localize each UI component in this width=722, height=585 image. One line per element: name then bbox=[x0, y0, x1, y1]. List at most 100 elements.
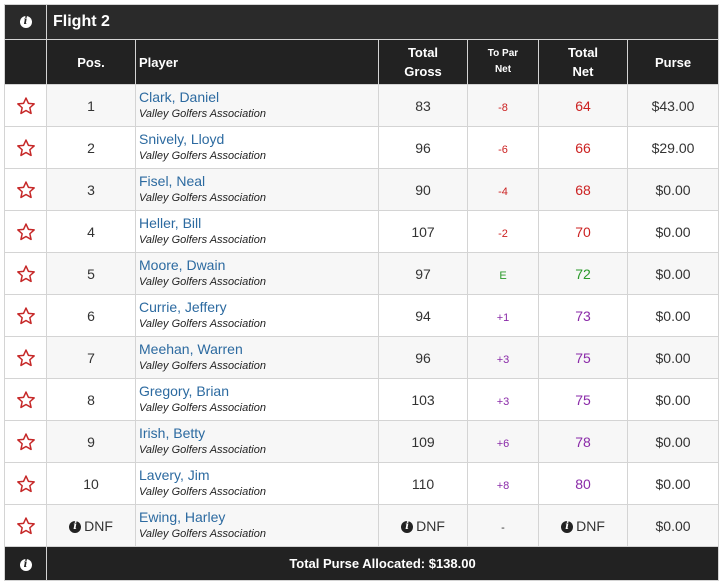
favorite-toggle[interactable] bbox=[4, 462, 47, 505]
star-icon bbox=[16, 96, 35, 114]
gross-cell: 110 bbox=[378, 462, 468, 505]
to-par-cell: +8 bbox=[467, 462, 539, 505]
favorite-toggle[interactable] bbox=[4, 126, 47, 169]
gross-cell: 94 bbox=[378, 294, 468, 337]
player-name-link[interactable]: Currie, Jeffery bbox=[139, 298, 227, 315]
player-association: Valley Golfers Association bbox=[139, 275, 266, 288]
favorite-toggle[interactable] bbox=[4, 252, 47, 295]
table-row: i DNF Ewing, Harley Valley Golfers Associat… bbox=[4, 504, 720, 547]
player-name-link[interactable]: Gregory, Brian bbox=[139, 382, 229, 399]
purse-value: $0.00 bbox=[655, 265, 691, 282]
to-par-cell: E bbox=[467, 252, 539, 295]
gross-value: 103 bbox=[411, 391, 435, 408]
to-par-cell: -4 bbox=[467, 168, 539, 211]
purse-value: $0.00 bbox=[655, 475, 691, 492]
player-name-link[interactable]: Ewing, Harley bbox=[139, 508, 226, 525]
star-icon bbox=[16, 222, 35, 240]
purse-cell: $0.00 bbox=[626, 252, 720, 295]
net-cell: 75 bbox=[538, 378, 628, 421]
to-par-cell: +1 bbox=[467, 294, 539, 337]
pos-value: 8 bbox=[87, 391, 95, 408]
header-purse[interactable]: Purse bbox=[626, 39, 720, 85]
favorite-toggle[interactable] bbox=[4, 84, 47, 127]
to-par-value: +3 bbox=[496, 395, 510, 408]
player-name-link[interactable]: Lavery, Jim bbox=[139, 466, 210, 483]
to-par-cell: +3 bbox=[467, 378, 539, 421]
pos-cell: 10 bbox=[46, 462, 136, 505]
flight-title: Flight 2 bbox=[45, 4, 720, 40]
player-name-link[interactable]: Snively, Lloyd bbox=[139, 130, 225, 147]
pos-cell: 6 bbox=[46, 294, 136, 337]
table-row: 2 Snively, Lloyd Valley Golfers Associatio… bbox=[4, 126, 720, 169]
gross-cell[interactable]: i DNF bbox=[378, 504, 468, 547]
table-row: 4 Heller, Bill Valley Golfers Association 1… bbox=[4, 210, 720, 253]
player-cell: Currie, Jeffery Valley Golfers Associatio… bbox=[135, 294, 379, 337]
pos-value: 9 bbox=[87, 433, 95, 450]
player-name-link[interactable]: Moore, Dwain bbox=[139, 256, 226, 273]
net-value: 66 bbox=[575, 139, 591, 156]
star-icon bbox=[16, 306, 35, 324]
player-name-link[interactable]: Clark, Daniel bbox=[139, 88, 220, 105]
favorite-toggle[interactable] bbox=[4, 378, 47, 421]
to-par-value: -6 bbox=[498, 143, 508, 156]
favorite-toggle[interactable] bbox=[4, 336, 47, 379]
table-row: 5 Moore, Dwain Valley Golfers Association 9… bbox=[4, 252, 720, 295]
player-name-link[interactable]: Meehan, Warren bbox=[139, 340, 243, 357]
player-cell: Heller, Bill Valley Golfers Association bbox=[135, 210, 379, 253]
header-total-net[interactable]: Total Net bbox=[538, 39, 628, 85]
favorite-toggle[interactable] bbox=[4, 210, 47, 253]
gross-cell: 90 bbox=[378, 168, 468, 211]
favorite-toggle[interactable] bbox=[4, 504, 47, 547]
gross-cell: 103 bbox=[378, 378, 468, 421]
net-cell: 72 bbox=[538, 252, 628, 295]
flight-title-row: i Flight 2 bbox=[4, 4, 720, 40]
total-purse: Total Purse Allocated: $138.00 bbox=[45, 546, 720, 581]
flight-info-button[interactable]: i bbox=[4, 4, 47, 40]
player-association: Valley Golfers Association bbox=[139, 191, 266, 204]
star-icon bbox=[16, 138, 35, 156]
purse-cell: $0.00 bbox=[626, 336, 720, 379]
info-icon: i bbox=[401, 520, 414, 533]
column-header-row: Pos. Player Total Gross To Par Net Total Ne… bbox=[4, 39, 720, 85]
player-name-link[interactable]: Heller, Bill bbox=[139, 214, 202, 231]
purse-cell: $0.00 bbox=[626, 210, 720, 253]
star-icon bbox=[16, 516, 35, 534]
favorite-toggle[interactable] bbox=[4, 294, 47, 337]
pos-value: DNF bbox=[84, 517, 113, 534]
purse-cell: $29.00 bbox=[626, 126, 720, 169]
purse-cell: $43.00 bbox=[626, 84, 720, 127]
player-name-link[interactable]: Fisel, Neal bbox=[139, 172, 206, 189]
player-cell: Irish, Betty Valley Golfers Association bbox=[135, 420, 379, 463]
to-par-cell: - bbox=[467, 504, 539, 547]
pos-value: 1 bbox=[87, 97, 95, 114]
purse-value: $0.00 bbox=[655, 181, 691, 198]
table-row: 7 Meehan, Warren Valley Golfers Associatio… bbox=[4, 336, 720, 379]
pos-value: 2 bbox=[87, 139, 95, 156]
gross-cell: 96 bbox=[378, 126, 468, 169]
to-par-cell: -6 bbox=[467, 126, 539, 169]
pos-cell[interactable]: i DNF bbox=[46, 504, 136, 547]
favorite-toggle[interactable] bbox=[4, 420, 47, 463]
header-to-par-net[interactable]: To Par Net bbox=[467, 39, 539, 85]
player-association: Valley Golfers Association bbox=[139, 107, 266, 120]
net-value: DNF bbox=[576, 517, 605, 534]
to-par-cell: +3 bbox=[467, 336, 539, 379]
header-total-gross[interactable]: Total Gross bbox=[378, 39, 468, 85]
info-icon: i bbox=[19, 15, 32, 28]
footer-info-button[interactable]: i bbox=[4, 546, 47, 581]
pos-value: 7 bbox=[87, 349, 95, 366]
purse-value: $0.00 bbox=[655, 391, 691, 408]
table-row: 9 Irish, Betty Valley Golfers Association 1… bbox=[4, 420, 720, 463]
player-cell: Ewing, Harley Valley Golfers Association bbox=[135, 504, 379, 547]
purse-value: $43.00 bbox=[651, 97, 695, 114]
net-cell[interactable]: i DNF bbox=[538, 504, 628, 547]
gross-value: 90 bbox=[415, 181, 431, 198]
table-row: 8 Gregory, Brian Valley Golfers Associatio… bbox=[4, 378, 720, 421]
header-pos[interactable]: Pos. bbox=[46, 39, 136, 85]
purse-cell: $0.00 bbox=[626, 378, 720, 421]
player-name-link[interactable]: Irish, Betty bbox=[139, 424, 206, 441]
favorite-toggle[interactable] bbox=[4, 168, 47, 211]
header-player[interactable]: Player bbox=[135, 39, 379, 85]
to-par-value: +8 bbox=[496, 479, 510, 492]
footer-row: i Total Purse Allocated: $138.00 bbox=[4, 546, 720, 581]
